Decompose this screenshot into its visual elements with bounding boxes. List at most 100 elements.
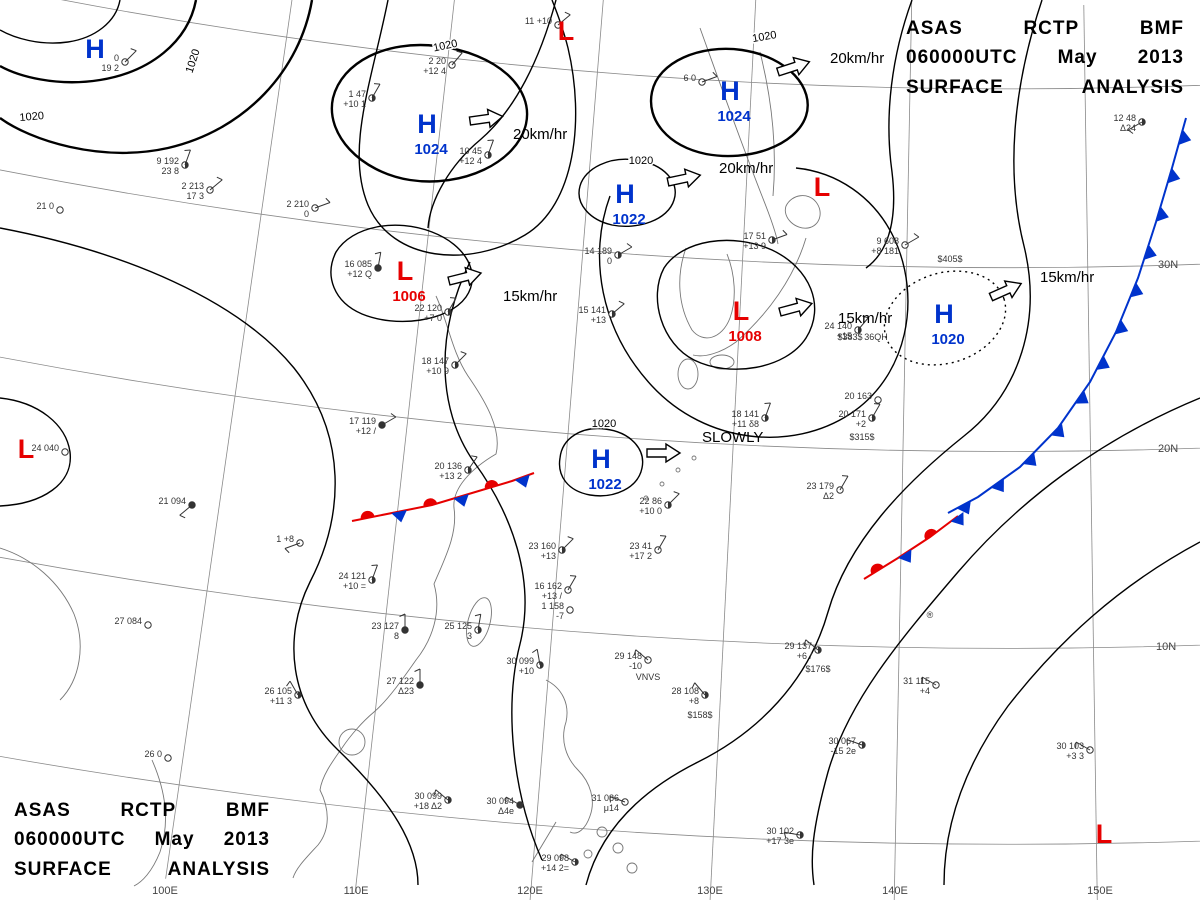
station-cloud-fill (562, 546, 566, 554)
wind-barb-tick (531, 648, 538, 654)
title-block-bottom-left: ASAS RCTP BMF 060000UTC May 2013 SURFACE ANALYS… (14, 796, 270, 884)
coastlines (0, 27, 821, 887)
low-pressure-center: L (397, 256, 414, 286)
cold-front-triangle-icon (1178, 129, 1192, 145)
station-values: 2 20 (428, 56, 446, 66)
pressure-center-value: 1008 (728, 328, 761, 345)
station-plot: 019 2 (101, 48, 137, 73)
wind-barb-tick (567, 536, 574, 540)
pressure-center-value: 1006 (392, 288, 425, 305)
low-pressure-center: L (814, 172, 831, 202)
pressure-center-value: 1022 (588, 476, 621, 493)
coast-ryukyu (691, 455, 697, 461)
station-plot: 30 099+18 Δ2 (414, 789, 452, 811)
isobar-dotted-high (883, 270, 1007, 366)
station-values: 22 86 (639, 496, 662, 506)
wind-barb (871, 403, 881, 419)
station-values: +12 Q (347, 269, 372, 279)
coast-ryukyu (659, 481, 665, 487)
title-line: 060000UTC May 2013 (14, 825, 270, 854)
isobar (358, 0, 577, 256)
wind-barb (124, 50, 137, 63)
longitude-line (708, 0, 758, 900)
wind-barb-tick (433, 789, 437, 796)
stationary-front-line (351, 472, 535, 522)
wind-barb (1075, 741, 1091, 751)
station-values: +10 0 (639, 506, 662, 516)
wind-barb (536, 649, 541, 666)
title-line: 060000UTC May 2013 (906, 43, 1184, 72)
station-values: 30 094 (486, 796, 514, 806)
map-annotation: ® (927, 610, 934, 620)
station-plot: 17 51+13 9 (743, 229, 788, 251)
isobar (427, 0, 557, 229)
movement-arrow-icon (775, 56, 811, 77)
station-values: 17 3 (186, 191, 204, 201)
station-values: +2 (856, 419, 866, 429)
open-arrow-glyph (778, 297, 814, 318)
pressure-center-value: 1024 (717, 108, 751, 125)
station-values: 0 (114, 53, 119, 63)
station-values: -7 (556, 611, 564, 621)
longitude-label: 100E (152, 885, 178, 897)
station-plot: 1 158-7 (541, 601, 574, 621)
longitude-line (165, 0, 301, 879)
longitude-line (354, 0, 460, 893)
station-values: 18 141 (731, 409, 759, 419)
station-values: +10 9 (426, 366, 449, 376)
open-arrow-glyph (988, 280, 1023, 302)
station-plot: 18 147+10 9 (421, 351, 467, 376)
cold-front-triangle-icon (990, 478, 1004, 493)
station-plot: 6 0 (683, 71, 718, 86)
station-cloud-fill (298, 691, 302, 699)
wind-barb (611, 303, 625, 315)
isobar-1020-closed (558, 427, 644, 497)
station-values: -15 2e (830, 746, 856, 756)
wind-barb-tick (456, 50, 463, 54)
station-values: 24 140 (824, 321, 852, 331)
wind-barb (314, 202, 331, 209)
low-pressure-center: L (1096, 819, 1113, 849)
latitude-line (0, 736, 1200, 845)
coast-honshu (692, 237, 807, 357)
station-values: 26 0 (144, 749, 162, 759)
station-values: 27 084 (114, 616, 142, 626)
station-values: 2 213 (181, 181, 204, 191)
station-values: +11 δ8 (732, 419, 759, 429)
open-arrow-glyph (646, 442, 682, 464)
station-values: +13 9 (743, 241, 766, 251)
station-plot: 30 102+17 3e (766, 826, 804, 846)
station-values: 21 094 (158, 496, 186, 506)
station-values: 14 189 (584, 246, 612, 256)
station-values: 23 8 (161, 166, 179, 176)
cold-front-triangle-icon (1156, 206, 1169, 222)
wind-barb-tick (841, 475, 849, 477)
station-cloud-fill (455, 361, 459, 369)
wind-barb-tick (471, 455, 478, 458)
wind-barb-tick (873, 403, 881, 405)
wind-barb-tick (505, 796, 507, 804)
station-plot: 29 137+6 / (784, 639, 822, 661)
movement-arrow-icon (447, 266, 483, 287)
wind-barb-tick (399, 613, 406, 617)
station-values: +12 4 (459, 156, 482, 166)
high-pressure-center: H (720, 76, 740, 106)
wind-barb-tick (618, 300, 625, 305)
station-circle-icon (566, 606, 574, 614)
title-line: ASAS RCTP BMF (906, 14, 1184, 43)
station-values: 1 158 (541, 601, 564, 611)
wind-barb (447, 297, 457, 313)
station-values: +13 (591, 315, 606, 325)
station-values: 24 040 (31, 443, 59, 453)
title-word: ASAS (906, 18, 963, 39)
cold-front-triangle-icon (514, 474, 530, 488)
title-word: 2013 (223, 829, 270, 851)
coast-malay (133, 759, 166, 887)
title-word: May (154, 829, 195, 851)
high-pressure-center: H (615, 179, 635, 209)
